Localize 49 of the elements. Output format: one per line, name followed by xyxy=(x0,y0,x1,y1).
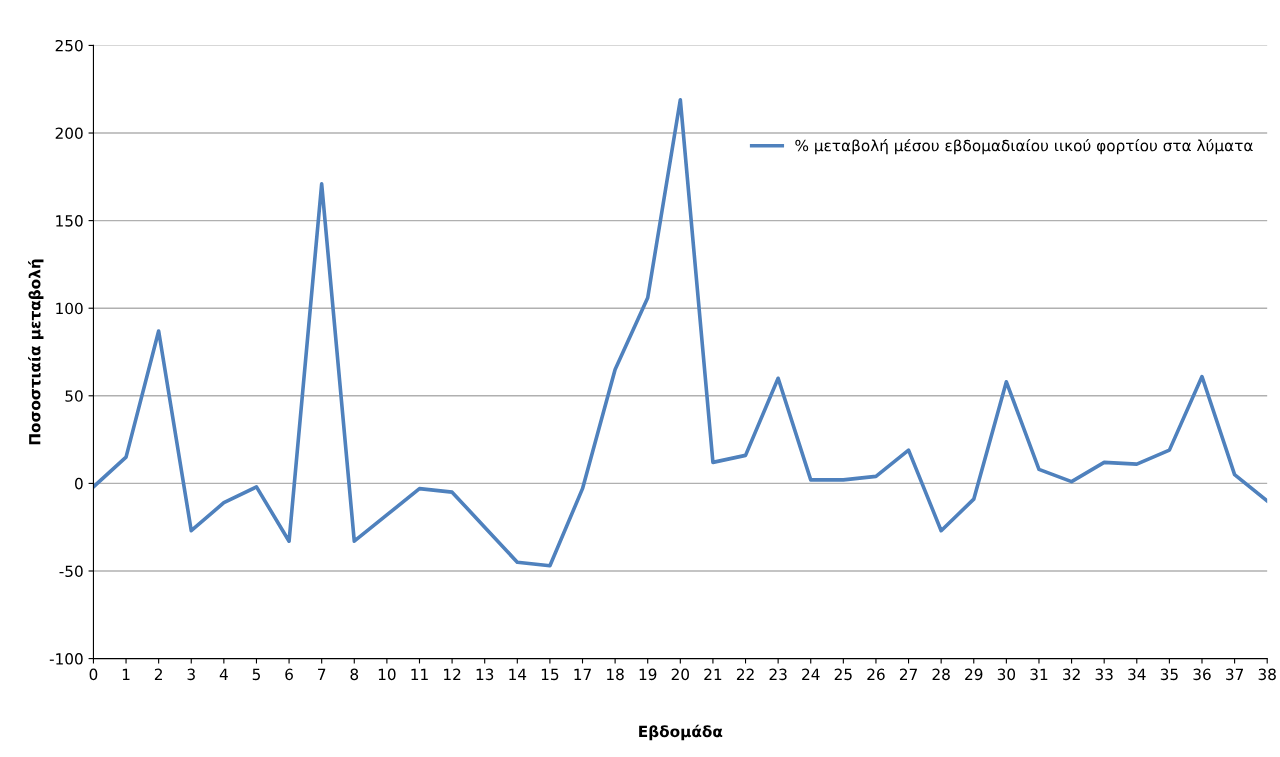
y-tick-label: 200 xyxy=(55,127,83,140)
x-tick-label: 2 xyxy=(154,668,162,680)
x-tick-label: 29 xyxy=(965,668,983,681)
x-tick-label: 11 xyxy=(411,668,428,680)
x-tick-label: 20 xyxy=(671,668,690,681)
x-tick-label: 6 xyxy=(285,668,293,681)
x-tick-label: 14 xyxy=(509,668,527,680)
y-tick-label: -50 xyxy=(59,565,83,578)
x-tick-label: 36 xyxy=(1193,668,1211,681)
x-tick-label: 23 xyxy=(769,668,787,681)
x-tick-label: 30 xyxy=(997,668,1016,681)
x-tick-label: 22 xyxy=(736,668,754,680)
x-tick-label: 0 xyxy=(89,668,98,681)
y-tick-label: 250 xyxy=(55,39,83,52)
x-tick-label: 4 xyxy=(219,668,228,680)
y-tick-label: -100 xyxy=(49,653,83,665)
line-series xyxy=(93,97,1268,568)
x-tick-label: 27 xyxy=(899,668,917,680)
x-tick-label: 3 xyxy=(187,668,195,681)
x-tick-label: 35 xyxy=(1160,668,1178,681)
x-tick-label: 7 xyxy=(318,668,326,680)
x-tick-label: 24 xyxy=(802,668,820,680)
x-tick-label: 31 xyxy=(1030,668,1048,681)
x-tick-label: 28 xyxy=(932,668,950,681)
x-tick-label: 13 xyxy=(476,668,494,681)
x-tick-label: 1 xyxy=(122,668,130,680)
x-tick-label: 34 xyxy=(1128,668,1146,681)
x-tick-label: 5 xyxy=(252,668,260,681)
y-axis-title: Ποσοστιαία μεταβολή xyxy=(28,259,44,445)
y-tick-label: 150 xyxy=(56,215,83,227)
x-tick-label: 37 xyxy=(1226,668,1244,681)
y-tick-label: 0 xyxy=(75,477,83,490)
x-tick-label: 17 xyxy=(574,668,591,680)
x-tick-label: 21 xyxy=(704,668,722,680)
x-tick-label: 38 xyxy=(1258,668,1276,681)
x-tick-label: 26 xyxy=(867,668,885,681)
x-tick-label: 32 xyxy=(1063,668,1080,681)
legend-label: % μεταβολή μέσου εβδομαδιαίου ιικού φορτίου στα λύματα xyxy=(795,138,1253,155)
x-tick-label: 18 xyxy=(607,668,624,681)
x-tick-label: 12 xyxy=(444,668,461,680)
x-tick-label: 8 xyxy=(350,668,359,681)
x-tick-label: 10 xyxy=(378,668,396,681)
x-tick-label: 25 xyxy=(834,668,852,681)
x-axis-title: Εβδομάδα xyxy=(639,724,723,741)
y-tick-label: 50 xyxy=(65,390,83,402)
x-tick-label: 33 xyxy=(1095,668,1113,681)
x-tick-label: 19 xyxy=(639,668,657,681)
y-tick-label: 100 xyxy=(56,302,83,315)
x-tick-label: 15 xyxy=(541,668,559,681)
